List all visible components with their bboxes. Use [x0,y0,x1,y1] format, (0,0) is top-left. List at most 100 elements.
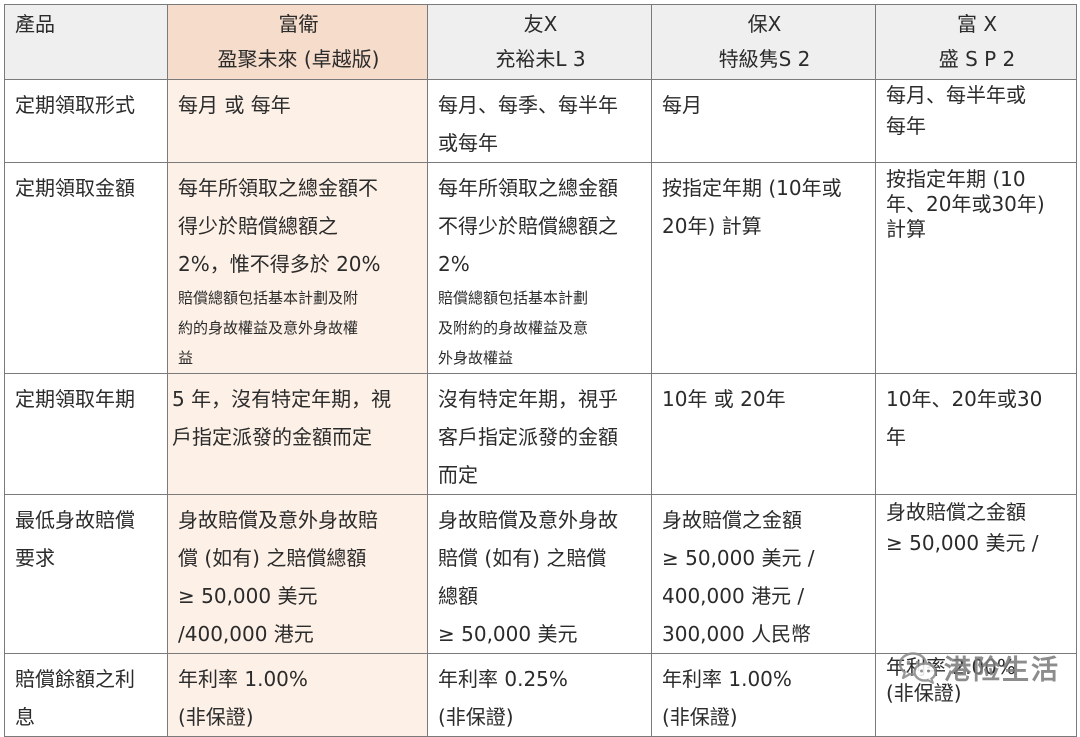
cell-text: 每年所領取之總金額 [438,176,618,200]
cell-text: 客戶指定派發的金額 [438,425,618,449]
cell-text: 或每年 [438,131,498,155]
table-cell: 身故賠償及意外身故賠 償 (如有) 之賠償總額 ≥ 50,000 美元 /400… [167,494,428,654]
table-cell: 每月 [651,79,876,163]
cell-text: 10年、20年或30 [886,387,1043,411]
header-col-prudential: 保X 特級隽S 2 [651,4,876,80]
table-header-row: 產品 富衛 盈聚未來 (卓越版) 友X 充裕未L 3 保X 特級隽S 2 富 X… [4,4,1077,80]
table-cell: 每年所領取之總金額 不得少於賠償總額之 2% 賠償總額包括基本計劃 及附約的身故… [427,162,652,374]
cell-text: 戶指定派發的金額而定 [172,425,372,449]
table-cell: 10年 或 20年 [651,373,876,495]
cell-text: 不得少於賠償總額之 [438,214,618,238]
header-product-label: 產品 [15,12,55,36]
cell-text: 年利率 1.00% [178,667,308,691]
cell-text: 每月、每半年或 [886,83,1026,107]
cell-text: (非保證) [886,681,962,705]
cell-text: 按指定年期 (10年或 [662,176,842,200]
cell-text: 身故賠償之金額 [886,500,1026,524]
table-cell: 按指定年期 (10年或 20年) 計算 [651,162,876,374]
table-cell: 年利率 1.00% (非保證) [167,653,428,737]
row-label: 定期領取金額 [4,162,168,374]
product-comparison-table: 產品 富衛 盈聚未來 (卓越版) 友X 充裕未L 3 保X 特級隽S 2 富 X… [4,4,1077,737]
table-cell: 每月、每半年或 每年 [875,79,1077,163]
cell-text: 2% [438,252,470,276]
table-cell: 10年、20年或30 年 [875,373,1077,495]
cell-text: 每月 [662,93,702,117]
row-label-text: 定期領取形式 [15,93,135,117]
cell-text: 按指定年期 (10 [886,167,1026,191]
watermark: 港险生活 [898,648,1060,687]
table-row: 最低身故賠償 要求 身故賠償及意外身故賠 償 (如有) 之賠償總額 ≥ 50,0… [4,494,1077,654]
header-col-aia: 友X 充裕未L 3 [427,4,652,80]
table-cell: 按指定年期 (10 年、20年或30年) 計算 [875,162,1077,374]
row-label: 賠償餘額之利 息 [4,653,168,737]
cell-text: ≥ 50,000 美元 / [662,546,815,570]
cell-note: 約的身故權益及意外身故權 [178,319,359,337]
cell-text: /400,000 港元 [178,622,314,646]
table-cell: 5 年，沒有特定年期，視 戶指定派發的金額而定 [167,373,428,495]
cell-text: 身故賠償及意外身故賠 [178,508,378,532]
cell-note: 賠償總額包括基本計劃 [438,289,589,307]
cell-text: 年利率 1.00% [662,667,792,691]
header-company: 富 X [956,12,998,36]
table-cell: 每年所領取之總金額不 得少於賠償總額之 2%，惟不得多於 20% 賠償總額包括基… [167,162,428,374]
cell-text: ≥ 50,000 美元 / [886,531,1039,555]
row-label-text: 賠償餘額之利 [15,667,135,691]
cell-text: 每月 或 每年 [178,93,291,117]
row-label-text: 定期領取金額 [15,176,135,200]
header-company: 保X [747,12,782,36]
row-label: 定期領取年期 [4,373,168,495]
cell-note: 賠償總額包括基本計劃及附 [178,289,359,307]
table-cell: 年利率 1.00% (非保證) [651,653,876,737]
cell-text: ≥ 50,000 美元 [438,622,578,646]
header-plan: 特級隽S 2 [718,47,811,71]
cell-text: 得少於賠償總額之 [178,214,338,238]
header-col-fubon: 富 X 盛 S P 2 [875,4,1077,80]
cell-text: 每年 [886,114,926,138]
table-cell: 年利率 0.25% (非保證) [427,653,652,737]
row-label: 定期領取形式 [4,79,168,163]
cell-note: 外身故權益 [438,349,514,367]
table-row: 定期領取金額 每年所領取之總金額不 得少於賠償總額之 2%，惟不得多於 20% … [4,162,1077,374]
row-label-text: 定期領取年期 [15,387,135,411]
table-cell: 身故賠償之金額 ≥ 50,000 美元 / [875,494,1077,654]
cell-text: 400,000 港元 / [662,584,805,608]
cell-text: 身故賠償之金額 [662,508,802,532]
table-row: 定期領取形式 每月 或 每年 每月、每季、每半年 或每年 每月 每月、每半年或 … [4,79,1077,163]
cell-text: 300,000 人民幣 [662,622,812,646]
cell-text: 20年) 計算 [662,214,762,238]
header-col-fwd: 富衛 盈聚未來 (卓越版) [167,4,428,80]
cell-text: 償 (如有) 之賠償總額 [178,546,367,570]
header-company: 富衛 [278,12,319,36]
cell-text: 賠償 (如有) 之賠償 [438,546,607,570]
row-label-text: 要求 [15,546,55,570]
cell-text: 每月、每季、每半年 [438,93,618,117]
header-product: 產品 [4,4,168,80]
cell-text: 計算 [886,217,926,241]
header-plan: 充裕未L 3 [495,47,586,71]
cell-text: 2%，惟不得多於 20% [178,252,381,276]
cell-text: 10年 或 20年 [662,387,786,411]
header-company: 友X [523,12,558,36]
header-plan: 盛 S P 2 [938,47,1016,71]
cell-text: ≥ 50,000 美元 [178,584,318,608]
cell-text: 沒有特定年期，視乎 [438,387,618,411]
table-cell: 身故賠償及意外身故 賠償 (如有) 之賠償 總額 ≥ 50,000 美元 [427,494,652,654]
table-cell: 身故賠償之金額 ≥ 50,000 美元 / 400,000 港元 / 300,0… [651,494,876,654]
table-cell: 沒有特定年期，視乎 客戶指定派發的金額 而定 [427,373,652,495]
row-label-text: 最低身故賠償 [15,508,135,532]
cell-text: 每年所領取之總金額不 [178,176,378,200]
header-plan: 盈聚未來 (卓越版) [217,47,380,71]
cell-text: (非保證) [178,705,254,729]
cell-text: 年 [886,425,906,449]
row-label: 最低身故賠償 要求 [4,494,168,654]
table-row: 定期領取年期 5 年，沒有特定年期，視 戶指定派發的金額而定 沒有特定年期，視乎… [4,373,1077,495]
comparison-table-container: 產品 富衛 盈聚未來 (卓越版) 友X 充裕未L 3 保X 特級隽S 2 富 X… [4,4,1077,737]
cell-text: 年、20年或30年) [886,192,1045,216]
cell-text: (非保證) [662,705,738,729]
cell-text: 而定 [438,463,478,487]
cell-text: 年利率 0.25% [438,667,568,691]
cell-text: 總額 [438,584,478,608]
row-label-text: 息 [15,705,35,729]
cell-text: 5 年，沒有特定年期，視 [172,387,392,411]
table-cell: 每月、每季、每半年 或每年 [427,79,652,163]
